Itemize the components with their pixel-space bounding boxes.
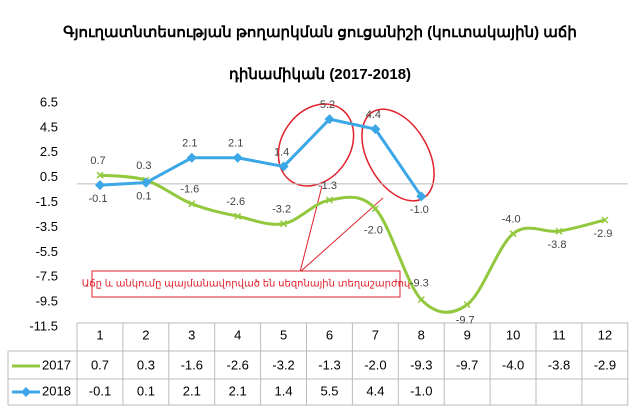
marker bbox=[96, 171, 104, 179]
table-cell: -9.3 bbox=[410, 357, 432, 372]
marker bbox=[463, 301, 471, 309]
annotation-arrow bbox=[299, 197, 384, 273]
table-cell: -0.1 bbox=[89, 383, 111, 398]
data-label: 4.4 bbox=[366, 109, 381, 121]
marker bbox=[371, 205, 379, 213]
data-label: -2.9 bbox=[593, 228, 612, 240]
marker bbox=[509, 230, 517, 238]
table-cell: 4.4 bbox=[366, 383, 384, 398]
x-tick-label: 7 bbox=[372, 327, 379, 342]
marker bbox=[555, 227, 563, 235]
x-tick-label: 2 bbox=[142, 327, 149, 342]
y-tick-label: -11.5 bbox=[29, 318, 58, 333]
table-cell: -3.2 bbox=[272, 357, 294, 372]
y-tick-label: -3.5 bbox=[36, 219, 58, 234]
data-label: 2.1 bbox=[228, 138, 243, 150]
x-tick-label: 10 bbox=[506, 327, 520, 342]
y-tick-label: -1.5 bbox=[36, 194, 58, 209]
table-cell: -1.3 bbox=[318, 357, 340, 372]
legend-label: 2018 bbox=[42, 383, 71, 398]
chart-title: Գյուղատնտեսության թողարկման ցուցանիշի (կ… bbox=[63, 24, 577, 83]
y-tick-label: 2.5 bbox=[40, 144, 58, 159]
x-tick-label: 5 bbox=[280, 327, 287, 342]
x-tick-label: 11 bbox=[552, 327, 566, 342]
x-tick-label: 4 bbox=[234, 327, 241, 342]
marker bbox=[324, 114, 335, 125]
table-cell: -4.0 bbox=[502, 357, 524, 372]
marker bbox=[232, 152, 243, 163]
data-label: -0.1 bbox=[89, 193, 108, 205]
series-line bbox=[99, 117, 423, 198]
x-tick-label: 1 bbox=[96, 327, 103, 342]
marker bbox=[188, 200, 196, 208]
x-tick-label: 8 bbox=[418, 327, 425, 342]
data-label: -1.6 bbox=[180, 184, 199, 196]
data-label: -4.0 bbox=[502, 214, 521, 226]
y-tick-label: -9.5 bbox=[36, 294, 58, 309]
table-cell: -2.0 bbox=[364, 357, 386, 372]
data-label: 0.7 bbox=[90, 155, 105, 167]
data-label: 1.4 bbox=[274, 146, 289, 158]
marker bbox=[234, 212, 242, 220]
table-cell: 2.1 bbox=[229, 383, 247, 398]
legend-swatch bbox=[21, 387, 31, 397]
table-cell: 0.7 bbox=[91, 357, 109, 372]
annotation-arrow bbox=[299, 185, 323, 273]
highlight-ellipse bbox=[277, 103, 355, 187]
table-cell: 5.5 bbox=[320, 383, 338, 398]
table-cell: -3.8 bbox=[548, 357, 570, 372]
table-cell: -2.6 bbox=[226, 357, 248, 372]
marker bbox=[417, 296, 425, 304]
data-label: 2.1 bbox=[182, 138, 197, 150]
marker bbox=[370, 124, 381, 135]
data-label: 0.3 bbox=[136, 160, 151, 172]
table-cell: 0.3 bbox=[137, 357, 155, 372]
table-cell: 2.1 bbox=[183, 383, 201, 398]
data-label: -1.3 bbox=[318, 180, 337, 192]
data-label: -3.2 bbox=[272, 204, 291, 216]
table-cell: -1.6 bbox=[181, 357, 203, 372]
annotation-box bbox=[91, 270, 401, 298]
y-tick-label: -5.5 bbox=[36, 244, 58, 259]
marker bbox=[280, 220, 288, 228]
y-tick-label: 6.5 bbox=[40, 94, 58, 109]
marker bbox=[95, 180, 105, 191]
annotation: Աճը և անկումը պայմանավորված են սեզոնային… bbox=[82, 279, 411, 290]
x-tick-label: 3 bbox=[188, 327, 195, 342]
marker bbox=[278, 161, 289, 172]
table-cell: -2.9 bbox=[594, 357, 616, 372]
marker bbox=[601, 216, 609, 224]
table-cell: 0.1 bbox=[137, 383, 155, 398]
table-cell: -9.7 bbox=[456, 357, 478, 372]
y-tick-label: -7.5 bbox=[36, 269, 58, 284]
table-cell: 1.4 bbox=[275, 383, 293, 398]
y-tick-label: 0.5 bbox=[40, 169, 58, 184]
highlight-ellipse bbox=[361, 108, 435, 202]
data-label: -2.6 bbox=[226, 196, 245, 208]
legend-label: 2017 bbox=[42, 357, 71, 372]
marker bbox=[140, 177, 151, 188]
data-label: 5.2 bbox=[320, 99, 335, 111]
table-cell: -1.0 bbox=[410, 383, 432, 398]
data-label: -9.7 bbox=[456, 315, 475, 327]
data-label: -2.0 bbox=[364, 225, 383, 237]
data-label: 0.1 bbox=[136, 191, 151, 203]
x-tick-label: 9 bbox=[464, 327, 471, 342]
y-tick-label: 4.5 bbox=[40, 119, 58, 134]
marker bbox=[416, 191, 427, 202]
data-label: -1.0 bbox=[410, 204, 429, 216]
x-tick-label: 6 bbox=[326, 327, 333, 342]
marker bbox=[186, 152, 197, 163]
data-label: -9.3 bbox=[410, 278, 429, 290]
data-label: -3.8 bbox=[548, 239, 567, 251]
x-tick-label: 12 bbox=[598, 327, 612, 342]
marker bbox=[325, 196, 334, 204]
